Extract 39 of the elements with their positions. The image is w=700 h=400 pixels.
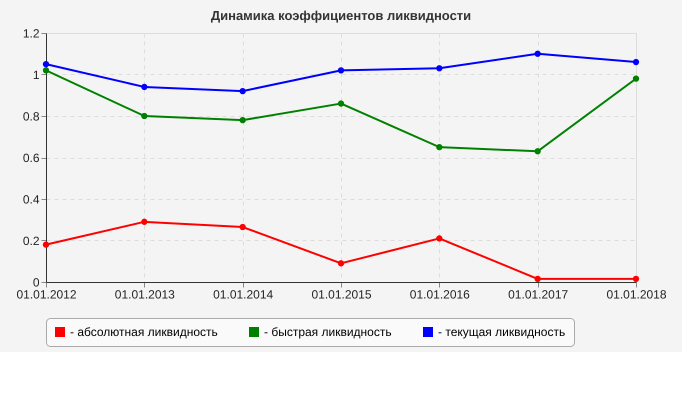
point [42, 60, 50, 68]
x-tick-label: 01.01.2017 [508, 288, 569, 302]
legend-label: - текущая ликвидность [438, 325, 566, 339]
x-tick-label: 01.01.2013 [114, 288, 176, 302]
point [338, 260, 344, 266]
point [141, 112, 148, 120]
y-tick-label: 1 [32, 68, 40, 82]
x-tick-label: 01.01.2018 [606, 288, 667, 302]
point [436, 235, 442, 242]
y-tick-label: 1.2 [22, 26, 40, 40]
point [42, 241, 50, 248]
y-tick-label: 0.6 [22, 151, 40, 165]
point [240, 116, 246, 124]
point [534, 276, 541, 282]
y-tick-label: 0 [32, 276, 40, 290]
point [240, 88, 246, 94]
point [436, 65, 442, 72]
point [141, 84, 148, 90]
point [632, 75, 640, 82]
point [632, 58, 640, 66]
point [42, 67, 50, 74]
point [534, 50, 541, 57]
point [632, 276, 640, 282]
y-tick-label: 0.8 [22, 110, 40, 124]
point [436, 144, 442, 150]
point [338, 67, 344, 74]
x-tick-label: 01.01.2014 [213, 288, 274, 302]
legend-label: - быстрая ликвидность [264, 325, 392, 339]
point [534, 148, 541, 154]
y-tick-label: 0.4 [22, 192, 40, 206]
x-tick-label: 01.01.2015 [311, 288, 372, 302]
legend-label: - абсолютная ликвидность [70, 325, 218, 339]
chart-title: Динамика коэффициентов ликвидности [210, 8, 472, 23]
y-tick-label: 0.2 [22, 234, 40, 248]
point [338, 100, 344, 107]
x-tick-label: 01.01.2016 [410, 288, 470, 302]
point [240, 224, 246, 230]
x-tick-label: 01.01.2012 [16, 288, 77, 302]
point [141, 218, 148, 225]
